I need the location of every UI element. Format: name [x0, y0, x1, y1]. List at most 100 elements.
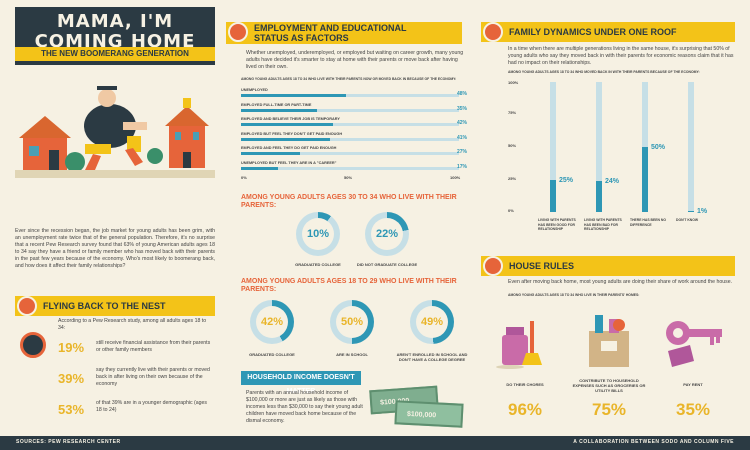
rules-icon	[483, 256, 503, 276]
family-heading-text: FAMILY DYNAMICS UNDER ONE ROOF	[509, 27, 677, 37]
age18-ring-1: 42%	[250, 300, 294, 344]
employment-bar-label: UNEMPLOYED BUT FEEL THEY ARE IN A "CAREE…	[241, 160, 337, 165]
employment-bar-value: 48%	[456, 91, 467, 97]
employment-heading: EMPLOYMENT AND EDUCATIONAL STATUS AS FAC…	[226, 22, 462, 44]
intro-text: Ever since the recession began, the job …	[15, 228, 215, 269]
age18-label-2: ARE IN SCHOOL	[336, 352, 368, 357]
family-bar-label: LIVING WITH PARENTS HAS BEEN GOOD FOR RE…	[538, 218, 576, 232]
employment-bar-fill	[241, 123, 333, 126]
nest-stat-2-value: 39%	[58, 371, 85, 386]
employment-bar-fill	[241, 137, 331, 141]
family-bar-value: 50%	[651, 144, 666, 151]
employment-bar-row: UNEMPLOYED 48%	[241, 88, 467, 102]
family-bar-value: 25%	[559, 176, 574, 184]
family-bar	[688, 82, 694, 212]
employment-text: Whether unemployed, underemployed, or em…	[246, 50, 464, 70]
employment-bar-row: EMPLOYED AND BELIEVE THEIR JOB IS TEMPOR…	[241, 117, 467, 131]
family-bar-fill	[688, 210, 694, 212]
age30-heading: AMONG YOUNG ADULTS AGES 30 TO 34 WHO LIV…	[241, 194, 457, 209]
age18-ring-1-value: 42%	[256, 306, 288, 338]
nest-stat-3-value: 53%	[58, 402, 85, 417]
nest-stat-3-text: of that 39% are in a younger demographic…	[96, 400, 208, 413]
employment-axis-0: 0%	[241, 175, 247, 180]
employment-bar-fill	[241, 108, 318, 112]
employment-bar-label: EMPLOYED BUT FEEL THEY DON'T GET PAID EN…	[241, 131, 343, 136]
employment-bar-track	[241, 137, 459, 141]
employment-heading-line-1: EMPLOYMENT AND EDUCATIONAL	[254, 23, 407, 33]
rules-value-3: 35%	[675, 400, 711, 419]
income-text: Parents with an annual household income …	[246, 390, 363, 424]
nest-heading: FLYING BACK TO THE NEST	[15, 296, 215, 316]
rules-caption: AMONG YOUNG ADULTS AGES 18 TO 34 WHO LIV…	[508, 293, 640, 297]
rules-label-3: PAY RENT	[683, 382, 703, 387]
nest-lead: According to a Pew Research study, among…	[58, 318, 207, 331]
employment-bar-row: EMPLOYED BUT FEEL THEY DON'T GET PAID EN…	[241, 132, 467, 146]
employment-bar-value: 35%	[456, 105, 467, 112]
family-text: In a time when there are multiple genera…	[508, 46, 734, 66]
employment-axis-50: 50%	[344, 175, 353, 180]
employment-bar-track	[241, 94, 459, 97]
nest-stat-1-value: 19%	[58, 340, 85, 355]
employment-bar-row: EMPLOYED FULL-TIME OR PART-TIME 35%	[241, 103, 467, 117]
employment-heading-line-2: STATUS AS FACTORS	[254, 33, 349, 43]
employment-bar-value: 42%	[456, 120, 467, 126]
age18-heading: AMONG YOUNG ADULTS AGES 18 TO 29 WHO LIV…	[241, 278, 457, 293]
employment-bar-value: 27%	[456, 149, 467, 155]
title-line-1: MAMA, I'M	[56, 11, 174, 32]
house-icon	[483, 22, 503, 42]
family-bar-fill	[642, 147, 648, 212]
family-bar-value: 24%	[605, 177, 620, 185]
income-heading: HOUSEHOLD INCOME DOESN'T MATTER	[241, 371, 361, 395]
rules-text: Even after moving back home, most young …	[508, 279, 733, 285]
age30-ring-1-value: 10%	[302, 218, 334, 250]
family-ytick-100: 100%	[508, 80, 519, 85]
school-building-icon	[165, 98, 209, 168]
employment-axis-100: 100%	[450, 175, 461, 180]
employment-bar-fill	[241, 166, 279, 170]
nest-stat-2-text: say they currently live with their paren…	[96, 367, 210, 387]
employment-bar-fill	[241, 94, 346, 97]
cleaning-supplies-icon	[496, 321, 542, 369]
family-caption: AMONG YOUNG ADULTS AGES 18 TO 34 WHO MOV…	[508, 70, 700, 74]
age18-ring-2: 50%	[330, 300, 374, 344]
graduate-badge-icon	[20, 332, 46, 358]
age30-ring-2-value: 22%	[371, 218, 403, 250]
nest-heading-text: FLYING BACK TO THE NEST	[43, 301, 166, 311]
family-bar-fill	[550, 179, 556, 212]
family-bar	[596, 82, 602, 212]
money-bill-2: $100,000	[394, 400, 464, 428]
family-bar-fill	[596, 180, 602, 212]
rules-heading: HOUSE RULES	[481, 256, 735, 276]
family-heading: FAMILY DYNAMICS UNDER ONE ROOF	[481, 22, 735, 42]
employment-bar-row: EMPLOYED AND FEEL THEY DO GET PAID ENOUG…	[241, 146, 467, 160]
rules-heading-text: HOUSE RULES	[509, 261, 575, 271]
age30-label-2: DID NOT GRADUATE COLLEGE	[356, 262, 418, 267]
employment-bar-row: UNEMPLOYED BUT FEEL THEY ARE IN A "CAREE…	[241, 161, 467, 175]
briefcase-icon	[228, 22, 248, 42]
nest-icon	[17, 296, 37, 316]
rules-label-2: CONTRIBUTE TO HOUSEHOLD EXPENSES SUCH AS…	[572, 378, 646, 393]
family-bar-label: LIVING WITH PARENTS HAS BEEN BAD FOR REL…	[584, 218, 622, 232]
age18-ring-3: 49%	[410, 300, 454, 344]
employment-bar-fill	[241, 152, 300, 155]
money-bill-2-text: $100,000	[406, 410, 437, 420]
rules-value-2: 75%	[591, 400, 627, 419]
family-ytick-25: 25%	[508, 176, 517, 181]
family-ytick-50: 50%	[508, 143, 517, 148]
age30-ring-2: 22%	[365, 212, 409, 256]
graduate-figure-icon	[84, 86, 147, 170]
title-line-2: COMING HOME	[34, 31, 196, 52]
rules-value-1: 96%	[507, 400, 543, 419]
family-bar-label: DON'T KNOW	[676, 218, 699, 222]
employment-bar-label: UNEMPLOYED	[241, 88, 268, 92]
family-ytick-0: 0%	[508, 208, 514, 213]
employment-bar-track	[241, 123, 459, 126]
age18-label-1: GRADUATED COLLEGE	[249, 352, 295, 357]
employment-bar-label: EMPLOYED AND BELIEVE THEIR JOB IS TEMPOR…	[241, 117, 340, 121]
hero-illustration	[15, 66, 215, 218]
employment-bar-value: 41%	[456, 134, 467, 141]
employment-bar-track	[241, 108, 459, 112]
age30-ring-1: 10%	[296, 212, 340, 256]
footer-bar	[0, 436, 750, 450]
family-bar-label: THERE HAS BEEN NO DIFFERENCE	[630, 218, 666, 227]
